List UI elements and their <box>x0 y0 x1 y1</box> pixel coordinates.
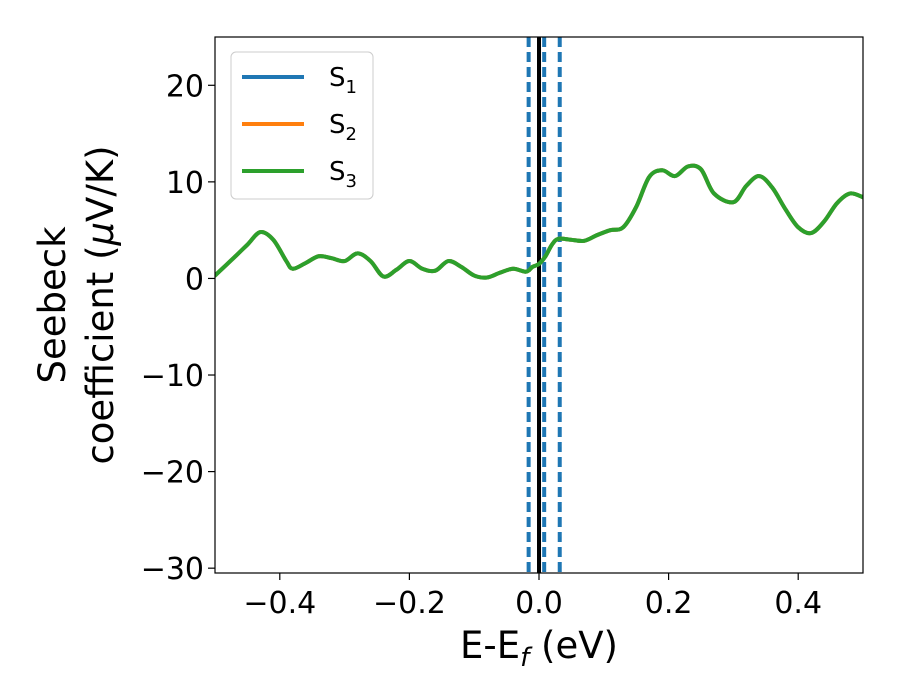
y-tick-label: 0 <box>185 262 204 297</box>
y-axis-label-line2: coefficient (μV/K) <box>79 145 122 464</box>
y-axis-label-line1: Seebeck <box>31 226 74 384</box>
y-axis-label: Seebeck coefficient (μV/K) <box>31 145 122 464</box>
x-tick-label: 0.2 <box>645 586 693 621</box>
plot-area <box>215 37 863 573</box>
y-tick-label: 20 <box>166 69 204 104</box>
x-axis-label: E-Ef (eV) <box>460 624 618 673</box>
y-tick-label: −20 <box>141 456 204 491</box>
x-tick-label: 0.0 <box>515 586 563 621</box>
x-tick-label: 0.4 <box>774 586 822 621</box>
legend-label-s1: S1 <box>329 63 357 98</box>
y-tick-label: −30 <box>141 552 204 587</box>
plot-clip-group <box>215 37 863 573</box>
legend-label-s3: S3 <box>329 157 357 192</box>
y-tick-label: −10 <box>141 359 204 394</box>
x-tick-label: −0.2 <box>373 586 446 621</box>
series-line-s3 <box>215 163 863 280</box>
legend-label-s2: S2 <box>329 110 357 145</box>
x-tick-label: −0.4 <box>243 586 316 621</box>
y-tick-label: 10 <box>166 166 204 201</box>
axis-ticks: −0.4 −0.2 0.0 0.2 0.4 20 10 0 −10 −20 −30 <box>141 69 822 621</box>
legend: S1 S2 S3 <box>230 51 374 200</box>
